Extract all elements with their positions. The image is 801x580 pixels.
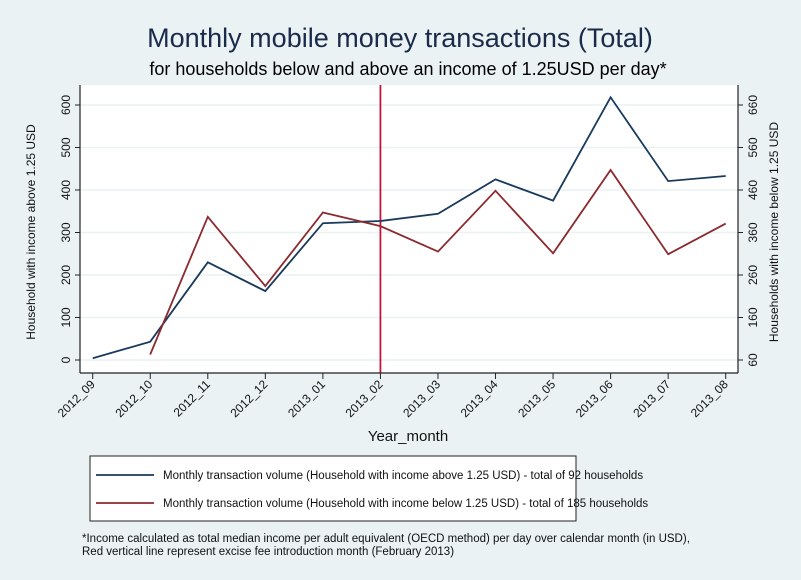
y-left-tick-label: 400: [59, 180, 73, 200]
x-tick-label: 2012_10: [112, 377, 155, 420]
legend-label-above: Monthly transaction volume (Household wi…: [163, 470, 643, 482]
y-right-tick-label: 160: [746, 307, 760, 327]
y-left-tick-label: 600: [59, 95, 73, 115]
x-tick-label: 2012_09: [55, 377, 98, 420]
chart-title: Monthly mobile money transactions (Total…: [147, 23, 653, 53]
series-line-below: [149, 168, 727, 355]
y-right-tick-label: 560: [746, 137, 760, 157]
y-right-tick-label: 460: [746, 180, 760, 200]
y-right-tick-label: 360: [746, 222, 760, 242]
x-tick-label: 2013_08: [688, 377, 731, 420]
series-line-above: [92, 95, 726, 360]
x-tick-label: 2013_07: [630, 377, 673, 420]
y-left-tick-label: 200: [59, 265, 73, 285]
x-tick-label: 2013_01: [285, 377, 328, 420]
legend: Monthly transaction volume (Household wi…: [89, 455, 648, 522]
x-tick-label: 2013_06: [573, 377, 616, 420]
y-right-tick-label: 260: [746, 265, 760, 285]
chart-subtitle: for households below and above an income…: [149, 59, 666, 79]
footnote-line-2: Red vertical line represent excise fee i…: [82, 546, 454, 558]
y-axis-left-label: Household with income above 1.25 USD: [24, 124, 38, 340]
x-tick-label: 2012_12: [228, 377, 271, 420]
legend-label-below: Monthly transaction volume (Household wi…: [163, 498, 648, 510]
x-tick-label: 2013_05: [515, 377, 558, 420]
x-tick-label: 2013_04: [458, 377, 501, 420]
y-left-tick-label: 300: [59, 222, 73, 242]
y-left-tick-label: 100: [59, 307, 73, 327]
x-tick-label: 2013_03: [400, 377, 443, 420]
plot-area: [80, 85, 738, 373]
y-axis-right-label: Households with income below 1.25 USD: [767, 122, 781, 342]
x-axis-label: Year_month: [368, 428, 448, 445]
y-left-tick-label: 0: [59, 356, 73, 363]
y-right-tick-label: 660: [746, 95, 760, 115]
x-tick-label: 2013_02: [343, 377, 386, 420]
y-left-tick-label: 500: [59, 137, 73, 157]
x-tick-label: 2012_11: [171, 377, 214, 420]
footnote-line-1: *Income calculated as total median incom…: [82, 533, 690, 545]
y-right-tick-label: 60: [746, 353, 760, 367]
